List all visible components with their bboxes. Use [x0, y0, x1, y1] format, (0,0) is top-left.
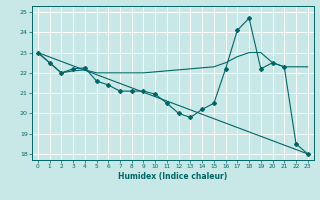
- X-axis label: Humidex (Indice chaleur): Humidex (Indice chaleur): [118, 172, 228, 181]
